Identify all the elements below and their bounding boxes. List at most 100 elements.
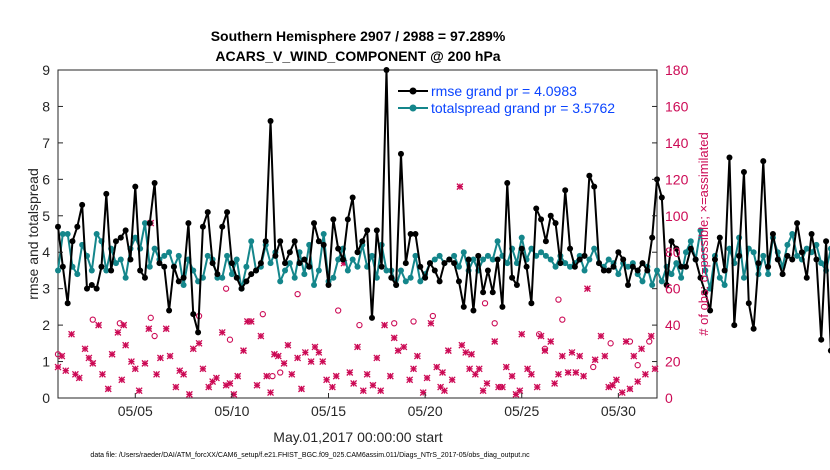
- totalspread-point-146: [760, 252, 767, 259]
- rmse-point-59: [340, 256, 347, 263]
- obs-assimilated-point-36: [212, 374, 220, 382]
- obs-assimilated-point-90: [456, 183, 464, 191]
- totalspread-point-90: [489, 256, 496, 263]
- totalspread-point-62: [354, 263, 361, 270]
- obs-possible-point-24: [607, 340, 614, 347]
- obs-assimilated-point-47: [263, 372, 271, 380]
- rmse-point-86: [470, 307, 477, 314]
- rmse-point-119: [629, 263, 636, 270]
- x-tick-label-2: 05/15: [311, 403, 346, 419]
- obs-assimilated-point-108: [527, 370, 535, 378]
- rmse-point-33: [214, 271, 221, 278]
- rmse-point-81: [446, 256, 453, 263]
- totalspread-point-55: [320, 231, 327, 237]
- rmse-point-89: [484, 267, 491, 274]
- obs-assimilated-point-11: [104, 385, 112, 393]
- rmse-point-82: [451, 260, 458, 267]
- rmse-point-56: [325, 282, 332, 289]
- rmse-point-52: [306, 263, 313, 270]
- obs-possible-point-10: [277, 369, 284, 376]
- totalspread-point-88: [480, 256, 487, 263]
- obs-assimilated-point-102: [502, 363, 510, 371]
- totalspread-point-47: [282, 267, 289, 274]
- totalspread-point-23: [166, 249, 173, 256]
- obs-assimilated-point-131: [630, 352, 638, 360]
- legend-spread-marker: [409, 104, 417, 112]
- y-left-tick-label-6: 6: [42, 171, 50, 187]
- obs-assimilated-point-83: [427, 319, 435, 327]
- totalspread-point-139: [726, 245, 733, 252]
- legend-spread-label: totalspread grand pr = 3.5762: [431, 100, 615, 116]
- rmse-point-79: [436, 278, 443, 285]
- rmse-point-108: [576, 256, 583, 263]
- rmse-point-137: [716, 234, 723, 241]
- totalspread-point-53: [311, 282, 318, 289]
- obs-assimilated-point-127: [612, 376, 620, 384]
- rmse-point-159: [823, 238, 830, 245]
- obs-possible-point-8: [259, 311, 266, 318]
- rmse-point-58: [335, 245, 342, 252]
- totalspread-point-58: [335, 256, 342, 263]
- x-tick-label-1: 05/10: [214, 403, 249, 419]
- obs-assimilated-point-26: [166, 352, 174, 360]
- rmse-point-140: [731, 322, 738, 329]
- obs-assimilated-point-86: [439, 369, 446, 376]
- totalspread-point-137: [716, 274, 723, 281]
- rmse-point-134: [702, 289, 709, 296]
- obs-assimilated-point-42: [240, 347, 247, 355]
- obs-assimilated-point-98: [483, 379, 491, 387]
- y-right-tick-label-6: 120: [665, 171, 689, 187]
- rmse-point-7: [88, 282, 95, 289]
- totalspread-point-98: [528, 245, 535, 252]
- totalspread-point-61: [349, 256, 356, 263]
- obs-assimilated-point-67: [354, 343, 361, 351]
- rmse-point-57: [330, 216, 337, 223]
- totalspread-point-12: [112, 260, 119, 267]
- rmse-point-28: [190, 311, 197, 318]
- rmse-point-65: [368, 314, 375, 321]
- rmse-point-71: [397, 150, 404, 157]
- totalspread-point-151: [784, 241, 791, 248]
- rmse-point-130: [682, 263, 689, 270]
- totalspread-point-127: [668, 271, 675, 278]
- rmse-point-27: [185, 220, 192, 227]
- rmse-point-158: [818, 336, 825, 343]
- rmse-point-60: [344, 216, 351, 223]
- rmse-point-64: [364, 227, 371, 234]
- rmse-point-8: [93, 285, 100, 292]
- totalspread-point-13: [117, 256, 124, 263]
- x-tick-label-0: 05/05: [118, 403, 153, 419]
- rmse-point-67: [378, 263, 385, 270]
- rmse-point-153: [794, 220, 801, 227]
- obs-assimilated-point-66: [350, 379, 358, 387]
- obs-assimilated-point-5: [75, 374, 83, 382]
- totalspread-point-131: [687, 238, 694, 245]
- obs-assimilated-point-45: [253, 381, 261, 389]
- rmse-point-105: [562, 187, 569, 194]
- rmse-point-70: [393, 282, 400, 289]
- obs-possible-point-6: [222, 285, 230, 292]
- totalspread-point-4: [74, 271, 81, 278]
- x-axis-label: May.01,2017 00:00:00 start: [273, 429, 443, 445]
- obs-possible-point-1: [89, 316, 96, 323]
- rmse-point-22: [161, 263, 168, 270]
- rmse-point-21: [156, 260, 163, 267]
- totalspread-point-103: [552, 263, 559, 270]
- rmse-point-146: [760, 158, 767, 165]
- rmse-point-3: [69, 238, 76, 245]
- obs-assimilated-point-119: [576, 352, 584, 360]
- y-left-tick-label-9: 9: [42, 62, 50, 78]
- rmse-point-92: [499, 303, 506, 310]
- rmse-point-74: [412, 231, 419, 237]
- rmse-point-100: [538, 216, 545, 223]
- obs-assimilated-point-129: [622, 338, 630, 345]
- totalspread-point-16: [132, 234, 139, 241]
- obs-assimilated-point-7: [85, 354, 93, 362]
- obs-assimilated-point-33: [199, 365, 207, 373]
- obs-assimilated-point-110: [537, 332, 545, 340]
- chart-subtitle: ACARS_V_WIND_COMPONENT @ 200 hPa: [215, 48, 500, 64]
- rmse-point-141: [736, 252, 743, 259]
- totalspread-point-49: [291, 274, 298, 281]
- totalspread-point-106: [567, 263, 574, 270]
